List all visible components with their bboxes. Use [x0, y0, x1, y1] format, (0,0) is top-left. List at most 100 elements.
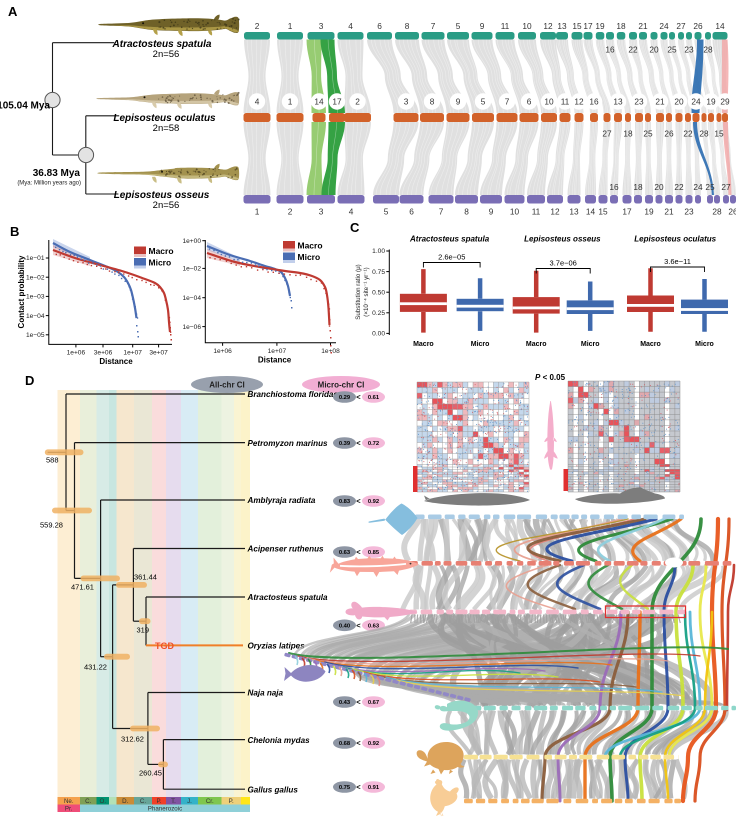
- svg-text:Oryzias latipes: Oryzias latipes: [248, 642, 306, 651]
- svg-text:1e+06: 1e+06: [67, 350, 86, 357]
- svg-text:1e−02: 1e−02: [26, 274, 45, 281]
- svg-text:<: <: [356, 783, 361, 792]
- svg-text:Lepisosteus oculatus: Lepisosteus oculatus: [634, 235, 716, 244]
- svg-text:25: 25: [705, 182, 715, 192]
- svg-text:23: 23: [684, 207, 694, 217]
- svg-text:1e+00: 1e+00: [182, 238, 201, 245]
- svg-text:21: 21: [664, 207, 674, 217]
- svg-text:<: <: [356, 698, 361, 707]
- svg-text:J.: J.: [187, 798, 192, 805]
- svg-text:471.61: 471.61: [71, 583, 94, 592]
- svg-text:8: 8: [464, 207, 469, 217]
- svg-text:19: 19: [644, 207, 654, 217]
- svg-text:14: 14: [314, 97, 324, 107]
- svg-text:Atractosteus spatula: Atractosteus spatula: [247, 593, 329, 602]
- svg-text:5: 5: [456, 21, 461, 31]
- svg-text:23: 23: [634, 97, 644, 107]
- svg-text:Macro: Macro: [640, 341, 661, 348]
- svg-text:1e+06: 1e+06: [213, 348, 232, 355]
- svg-text:26: 26: [728, 207, 736, 217]
- svg-text:1e+08: 1e+08: [321, 348, 340, 355]
- svg-text:2n=56: 2n=56: [153, 49, 180, 60]
- svg-text:18: 18: [633, 182, 643, 192]
- svg-text:0.68: 0.68: [339, 741, 351, 747]
- svg-text:1e+07: 1e+07: [268, 348, 287, 355]
- svg-text:21: 21: [655, 97, 665, 107]
- svg-text:28: 28: [712, 207, 722, 217]
- svg-text:3.7e−06: 3.7e−06: [550, 259, 577, 268]
- svg-text:25: 25: [643, 129, 653, 139]
- svg-text:0.25: 0.25: [372, 310, 385, 317]
- svg-text:559.28: 559.28: [40, 521, 63, 530]
- svg-text:9: 9: [489, 207, 494, 217]
- svg-text:0.75: 0.75: [339, 785, 351, 791]
- svg-text:22: 22: [683, 129, 693, 139]
- svg-text:P.: P.: [156, 798, 161, 805]
- svg-text:T.: T.: [171, 798, 176, 805]
- svg-text:12: 12: [543, 21, 553, 31]
- svg-text:0.67: 0.67: [368, 700, 379, 706]
- svg-text:8: 8: [405, 21, 410, 31]
- svg-text:Amblyraja radiata: Amblyraja radiata: [247, 496, 316, 505]
- svg-text:C: C: [350, 220, 360, 235]
- svg-text:<: <: [356, 393, 361, 402]
- svg-text:10: 10: [510, 207, 520, 217]
- svg-text:2n=56: 2n=56: [153, 200, 180, 211]
- svg-text:2: 2: [355, 97, 360, 107]
- svg-text:Phanerozoic: Phanerozoic: [148, 806, 182, 813]
- svg-text:18: 18: [623, 129, 633, 139]
- svg-text:2: 2: [288, 207, 293, 217]
- svg-text:2: 2: [255, 21, 260, 31]
- svg-text:29: 29: [720, 97, 730, 107]
- svg-text:1e−05: 1e−05: [26, 332, 45, 339]
- svg-text:14: 14: [586, 207, 596, 217]
- svg-text:17: 17: [332, 97, 342, 107]
- svg-text:11: 11: [501, 21, 510, 31]
- svg-text:All-chr CI: All-chr CI: [209, 381, 245, 390]
- svg-text:17: 17: [583, 21, 593, 31]
- svg-text:2n=58: 2n=58: [153, 123, 180, 134]
- svg-text:11: 11: [532, 207, 541, 217]
- svg-text:P < 0.05: P < 0.05: [535, 373, 566, 382]
- svg-text:Contact probability: Contact probability: [17, 255, 26, 328]
- svg-text:3e+07: 3e+07: [149, 350, 168, 357]
- svg-text:Micro-chr CI: Micro-chr CI: [318, 381, 365, 390]
- svg-text:Branchiostoma floridae: Branchiostoma floridae: [248, 390, 339, 399]
- svg-text:27: 27: [602, 129, 612, 139]
- svg-text:6: 6: [377, 21, 382, 31]
- svg-text:(Mya: Million years ago): (Mya: Million years ago): [17, 181, 81, 187]
- svg-text:Macro: Macro: [413, 341, 434, 348]
- svg-text:8: 8: [430, 97, 435, 107]
- svg-text:6: 6: [527, 97, 532, 107]
- svg-text:Cr.: Cr.: [206, 798, 214, 805]
- svg-text:13: 13: [613, 97, 623, 107]
- svg-text:Pr.: Pr.: [65, 806, 73, 813]
- svg-text:17: 17: [622, 207, 632, 217]
- svg-text:<: <: [356, 548, 361, 557]
- svg-text:431.22: 431.22: [84, 663, 107, 672]
- svg-text:20: 20: [674, 97, 684, 107]
- svg-text:Naja naja: Naja naja: [248, 689, 284, 698]
- svg-text:24: 24: [659, 21, 669, 31]
- svg-text:5: 5: [384, 207, 389, 217]
- svg-text:20: 20: [649, 45, 659, 55]
- svg-text:24: 24: [691, 97, 701, 107]
- svg-text:C.: C.: [85, 798, 91, 805]
- svg-text:11: 11: [561, 97, 570, 107]
- svg-text:1e−06: 1e−06: [182, 324, 201, 331]
- svg-text:0.91: 0.91: [368, 785, 380, 791]
- svg-text:5: 5: [481, 97, 486, 107]
- svg-text:0.61: 0.61: [368, 395, 380, 401]
- svg-text:Petromyzon marinus: Petromyzon marinus: [248, 439, 329, 448]
- svg-text:P.: P.: [229, 798, 234, 805]
- svg-text:D.: D.: [122, 798, 128, 805]
- svg-text:588: 588: [46, 456, 59, 465]
- svg-text:Acipenser ruthenus: Acipenser ruthenus: [247, 545, 325, 554]
- svg-text:10: 10: [522, 21, 532, 31]
- svg-text:Micro: Micro: [695, 341, 714, 348]
- svg-text:19: 19: [706, 97, 716, 107]
- svg-text:<: <: [356, 497, 361, 506]
- svg-text:22: 22: [628, 45, 638, 55]
- svg-text:1e−02: 1e−02: [182, 266, 201, 273]
- svg-text:16: 16: [589, 97, 599, 107]
